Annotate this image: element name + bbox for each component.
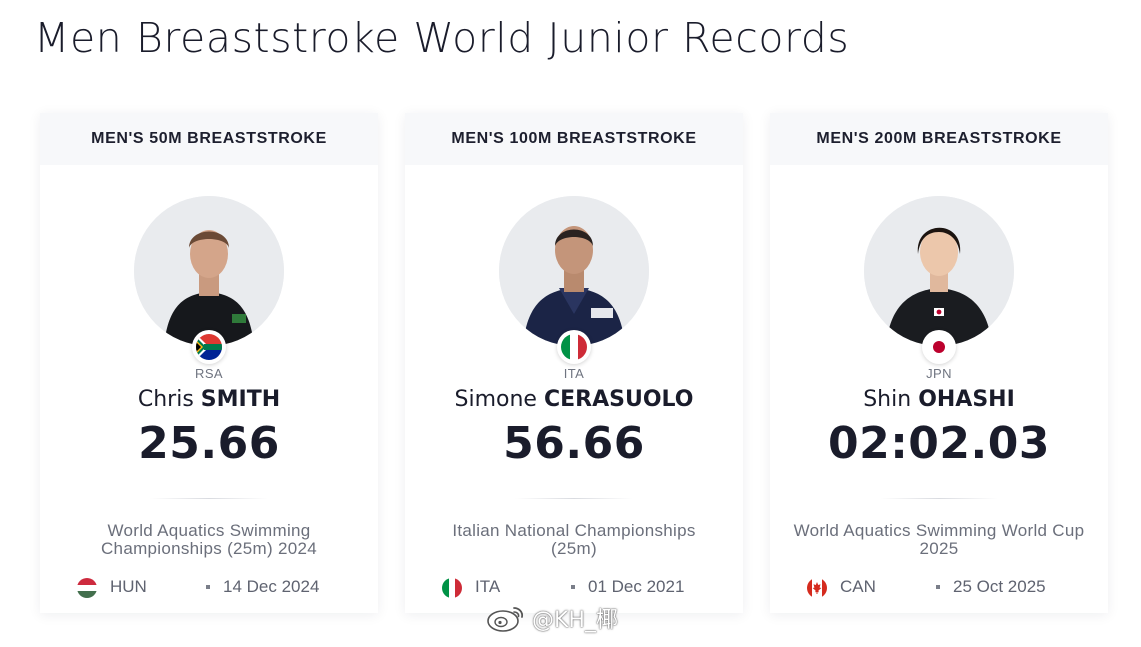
venue-country: HUN: [110, 577, 147, 596]
athlete-last-name: OHASHI: [918, 387, 1015, 412]
record-card-50m[interactable]: MEN'S 50M BREASTSTROKE RSA Chris: [40, 113, 378, 613]
record-card-200m[interactable]: MEN'S 200M BREASTSTROKE JPN Shin OHASHI …: [770, 113, 1108, 613]
competition-name: Italian National Championships (25m): [452, 521, 696, 558]
athlete-photo-icon: [499, 196, 649, 346]
venue-country: CAN: [840, 577, 876, 596]
athlete-last-name: CERASUOLO: [543, 387, 694, 412]
athlete-first-name: Chris: [137, 387, 194, 412]
record-card-100m[interactable]: MEN'S 100M BREASTSTROKE ITA Simone CERAS…: [405, 113, 743, 613]
athlete-name[interactable]: Simone CERASUOLO: [405, 387, 743, 412]
flag-italy-icon: [557, 330, 591, 364]
athlete-first-name: Simone: [454, 387, 537, 412]
divider: [150, 498, 268, 499]
record-date: 01 Dec 2021: [588, 577, 685, 596]
record-date: 14 Dec 2024: [223, 577, 320, 596]
athlete-last-name: SMITH: [200, 387, 281, 412]
event-title: MEN'S 200M BREASTSTROKE: [770, 113, 1108, 165]
athlete-photo-icon: [134, 196, 284, 346]
athlete-photo-icon: [864, 196, 1014, 346]
separator-dot: [571, 585, 575, 589]
watermark: @KH_椰: [486, 600, 618, 636]
flag-japan-icon: [922, 330, 956, 364]
flag-canada-icon: [807, 578, 827, 598]
country-code: JPN: [926, 366, 952, 381]
event-title: MEN'S 100M BREASTSTROKE: [405, 113, 743, 165]
country-code: RSA: [195, 366, 223, 381]
page-title: Men Breaststroke World Junior Records: [34, 14, 850, 62]
watermark-text: @KH_椰: [532, 608, 618, 633]
flag-italy-icon: [442, 578, 462, 598]
record-time: 25.66: [138, 418, 280, 469]
record-date: 25 Oct 2025: [953, 577, 1046, 596]
record-time: 56.66: [503, 418, 645, 469]
event-title: MEN'S 50M BREASTSTROKE: [40, 113, 378, 165]
competition-name: World Aquatics Swimming World Cup 2025: [793, 521, 1085, 558]
record-meta: HUN 14 Dec 2024: [40, 577, 378, 598]
competition-name: World Aquatics Swimming Championships (2…: [100, 521, 318, 558]
athlete-name[interactable]: Shin OHASHI: [770, 387, 1108, 412]
flag-south-africa-icon: [192, 330, 226, 364]
separator-dot: [936, 585, 940, 589]
record-meta: CAN 25 Oct 2025: [770, 577, 1108, 598]
athlete-name[interactable]: Chris SMITH: [40, 387, 378, 412]
athlete-first-name: Shin: [863, 387, 912, 412]
venue-country: ITA: [475, 577, 501, 596]
flag-hungary-icon: [77, 578, 97, 598]
country-code: ITA: [563, 366, 585, 381]
weibo-logo-icon: [487, 607, 524, 632]
record-time: 02:02.03: [827, 418, 1050, 469]
divider: [880, 498, 998, 499]
divider: [515, 498, 633, 499]
separator-dot: [206, 585, 210, 589]
record-meta: ITA 01 Dec 2021: [405, 577, 743, 598]
